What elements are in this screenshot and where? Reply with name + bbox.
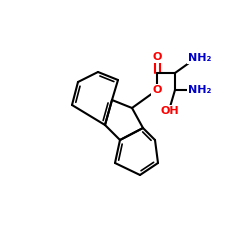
Text: NH₂: NH₂	[188, 53, 212, 63]
Text: O: O	[152, 52, 162, 62]
Text: O: O	[152, 85, 162, 95]
Text: OH: OH	[161, 106, 179, 116]
Text: NH₂: NH₂	[188, 85, 212, 95]
